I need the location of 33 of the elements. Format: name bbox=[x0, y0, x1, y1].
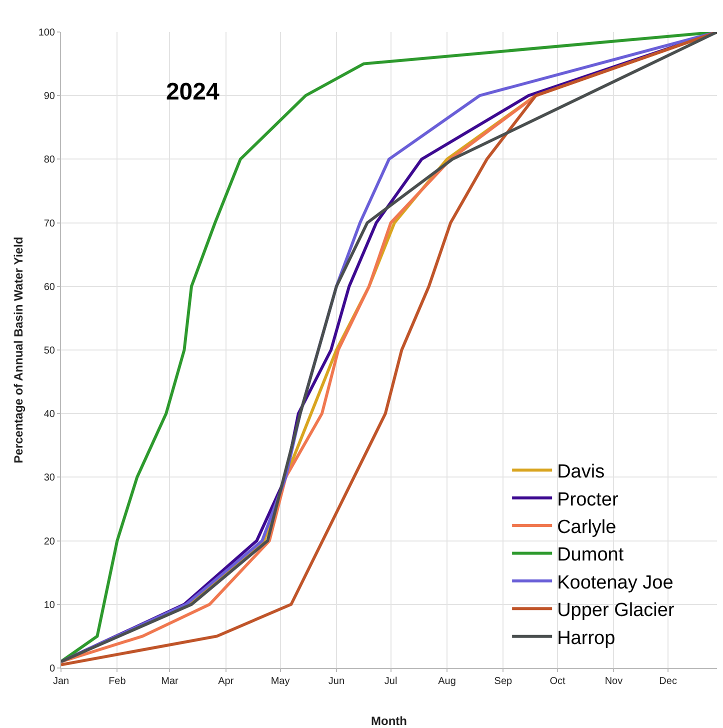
x-axis-title: Month bbox=[371, 714, 407, 728]
x-tick-label: Jan bbox=[52, 676, 70, 687]
legend-label: Harrop bbox=[557, 628, 616, 649]
x-tick-label: Oct bbox=[550, 676, 566, 687]
x-tick-label: Mar bbox=[161, 676, 180, 687]
x-tick-label: Jun bbox=[328, 676, 345, 687]
x-tick-label: Apr bbox=[218, 676, 234, 687]
y-tick-label: 10 bbox=[44, 600, 56, 611]
y-axis-title: Percentage of Annual Basin Water Yield bbox=[12, 236, 26, 464]
legend-label: Davis bbox=[557, 462, 605, 483]
y-tick-label: 80 bbox=[44, 154, 56, 166]
y-tick-label: 20 bbox=[44, 536, 56, 548]
x-tick-label: May bbox=[270, 676, 290, 687]
x-tick-label: Aug bbox=[438, 676, 456, 687]
legend-label: Carlyle bbox=[557, 516, 616, 538]
x-tick-label: Feb bbox=[108, 676, 126, 687]
x-tick-label: Nov bbox=[604, 676, 623, 687]
y-tick-label: 30 bbox=[44, 472, 56, 484]
legend-label: Kootenay Joe bbox=[557, 572, 674, 594]
y-tick-label: 70 bbox=[44, 218, 56, 230]
legend-label: Dumont bbox=[557, 544, 624, 566]
x-tick-label: Jul bbox=[384, 676, 398, 687]
y-tick-label: 100 bbox=[38, 28, 56, 38]
x-tick-label: Sep bbox=[494, 676, 513, 687]
y-tick-label: 60 bbox=[44, 282, 56, 293]
y-tick-label: 50 bbox=[44, 346, 56, 356]
x-tick-label: Dec bbox=[659, 676, 677, 687]
text: 2024 bbox=[166, 78, 220, 106]
y-tick-label: 90 bbox=[44, 91, 56, 102]
y-tick-label: 0 bbox=[49, 664, 56, 674]
legend-label: Upper Glacier bbox=[557, 600, 675, 622]
legend-label: Procter bbox=[557, 489, 619, 510]
y-tick-label: 40 bbox=[44, 409, 56, 420]
